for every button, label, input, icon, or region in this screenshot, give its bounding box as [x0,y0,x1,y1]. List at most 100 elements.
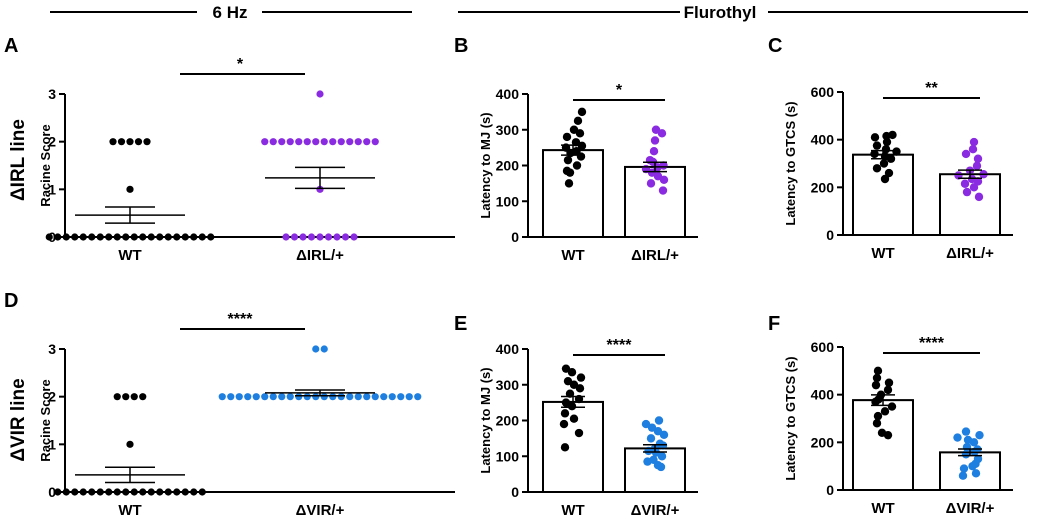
data-point [560,409,570,418]
row-label-irl: ΔIRL line [8,119,29,201]
significance-marker: **** [607,337,633,354]
data-point [569,414,579,423]
y-tick-label: 0 [826,227,834,243]
data-point [974,192,984,202]
data-point [363,138,371,146]
y-tick-label: 200 [811,179,835,195]
data-point [973,454,983,464]
data-point [218,393,226,401]
y-tick-label: 300 [496,122,520,138]
data-point [261,393,269,401]
data-point [286,138,294,146]
data-point [198,488,206,496]
data-point [147,488,155,496]
x-category-label: ΔIRL/+ [631,247,679,264]
data-point [572,147,581,156]
data-point [879,159,889,168]
data-point [130,393,138,401]
data-point [871,380,881,390]
data-point [312,138,320,146]
data-point [341,233,350,241]
data-point [122,393,130,401]
data-point [968,145,978,154]
y-axis-label: Racine Score [38,379,53,461]
significance-marker: **** [919,335,945,352]
panel-letter-b: B [454,35,468,57]
data-point [655,439,665,448]
data-point [961,149,971,159]
data-point [649,455,658,465]
panel-letter-f: F [768,313,780,335]
data-point [320,345,328,353]
bar-irl [939,173,1001,237]
data-point [88,488,96,496]
data-point [71,233,79,241]
data-point [316,185,324,193]
data-point [559,419,569,429]
significance-marker: **** [228,311,254,328]
data-point [113,233,121,241]
data-point [244,393,252,401]
y-tick-label: 400 [496,86,520,102]
x-category-label: WT [118,502,141,519]
data-point [958,471,968,480]
bar-wt [852,153,914,237]
data-point [143,138,151,146]
data-point [960,179,970,188]
x-category-label: WT [871,500,894,517]
bar-wt [852,399,914,492]
x-category-label: WT [871,245,894,262]
y-axis-label: Racine Score [38,124,53,206]
panels: A0123Racine ScoreWTΔIRL/+*B0100200300400… [4,35,1013,519]
data-point [320,393,328,401]
data-point [324,233,333,241]
data-point [562,166,572,176]
data-point [560,443,570,452]
x-category-label: ΔVIR/+ [296,502,345,519]
data-point [646,434,656,443]
significance-marker: * [616,82,623,99]
data-point [181,233,189,241]
data-point [572,161,582,170]
data-point [333,233,341,241]
data-point [147,233,155,241]
data-point [130,233,138,241]
data-point [126,138,134,146]
data-point [312,393,320,401]
data-point [971,469,981,478]
data-point [164,233,172,241]
data-point [126,440,134,448]
data-point [873,411,883,421]
data-point [569,125,579,134]
y-tick-label: 2 [48,389,56,405]
data-point [873,366,883,376]
data-point [207,233,215,241]
x-category-label: ΔVIR/+ [631,502,680,519]
data-point [645,155,655,165]
data-point [892,147,901,156]
data-point [883,385,893,395]
y-tick-label: 0 [826,482,834,498]
data-point [646,179,656,188]
panel-letter-a: A [4,35,18,57]
data-point [880,174,890,184]
x-category-label: WT [561,247,584,264]
y-tick-label: 200 [811,434,835,450]
data-point [573,116,583,126]
data-point [134,138,143,146]
data-point [312,345,320,353]
data-point [198,233,206,241]
data-point [173,233,181,241]
data-point [641,419,651,429]
data-point [282,233,290,241]
bar-vir [939,451,1001,491]
data-point [227,393,235,401]
data-point [354,138,362,146]
data-point [649,147,659,156]
data-point [954,171,963,180]
data-point [414,393,422,401]
data-point [164,488,172,496]
significance-marker: * [237,56,244,73]
data-point [651,125,661,134]
